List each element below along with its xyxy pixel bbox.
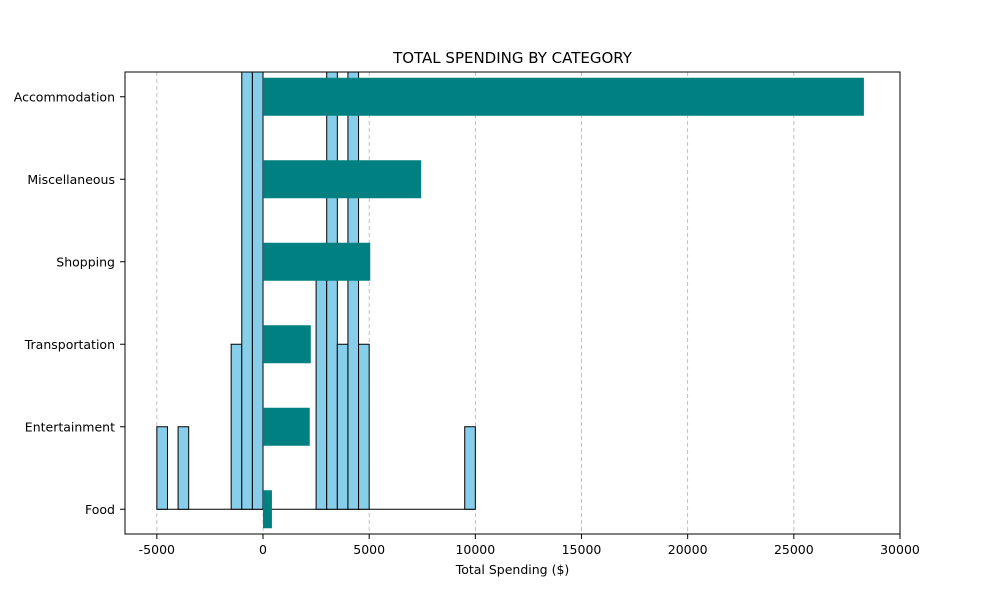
bar bbox=[263, 325, 311, 364]
histogram-bin bbox=[177, 426, 190, 510]
chart-title: TOTAL SPENDING BY CATEGORY bbox=[392, 49, 633, 67]
bar bbox=[263, 77, 864, 116]
background-histogram bbox=[156, 71, 476, 510]
histogram-bin bbox=[315, 261, 328, 510]
histogram-bin bbox=[156, 426, 168, 510]
x-tick-label: 10000 bbox=[455, 542, 495, 557]
y-tick-label: Food bbox=[85, 502, 115, 517]
y-tick-label: Accommodation bbox=[14, 89, 115, 104]
x-tick-label: 20000 bbox=[668, 542, 708, 557]
bar bbox=[263, 490, 272, 529]
x-tick-label: 30000 bbox=[880, 542, 920, 557]
y-tick-label: Entertainment bbox=[25, 419, 115, 434]
x-axis-ticks: -5000 0 5000 10000 15000 20000 25000 30000 bbox=[139, 534, 920, 557]
plot-frame bbox=[124, 71, 901, 535]
histogram-bin bbox=[251, 71, 264, 510]
y-tick-label: Transportation bbox=[24, 337, 115, 352]
x-tick-label: 5000 bbox=[353, 542, 385, 557]
y-tick-label: Miscellaneous bbox=[27, 172, 115, 187]
x-axis-label: Total Spending ($) bbox=[455, 562, 570, 577]
histogram-bin bbox=[347, 71, 360, 510]
x-tick-label: 0 bbox=[259, 542, 267, 557]
bar-series bbox=[263, 77, 864, 529]
x-tick-label: 15000 bbox=[562, 542, 602, 557]
histogram-bin bbox=[241, 71, 253, 510]
y-axis-ticks: Food Entertainment Transportation Shopping M… bbox=[14, 89, 125, 517]
bar bbox=[263, 242, 371, 281]
x-tick-label: 25000 bbox=[774, 542, 814, 557]
x-tick-label: -5000 bbox=[139, 542, 175, 557]
histogram-bin bbox=[336, 343, 349, 510]
grid-lines bbox=[156, 72, 901, 534]
histogram-bin bbox=[326, 71, 338, 510]
histogram-bin bbox=[358, 343, 370, 510]
histogram-bin bbox=[464, 426, 476, 510]
bar bbox=[263, 160, 422, 199]
histogram-bin bbox=[230, 343, 243, 510]
y-tick-label: Shopping bbox=[56, 254, 115, 269]
bar bbox=[263, 407, 310, 446]
